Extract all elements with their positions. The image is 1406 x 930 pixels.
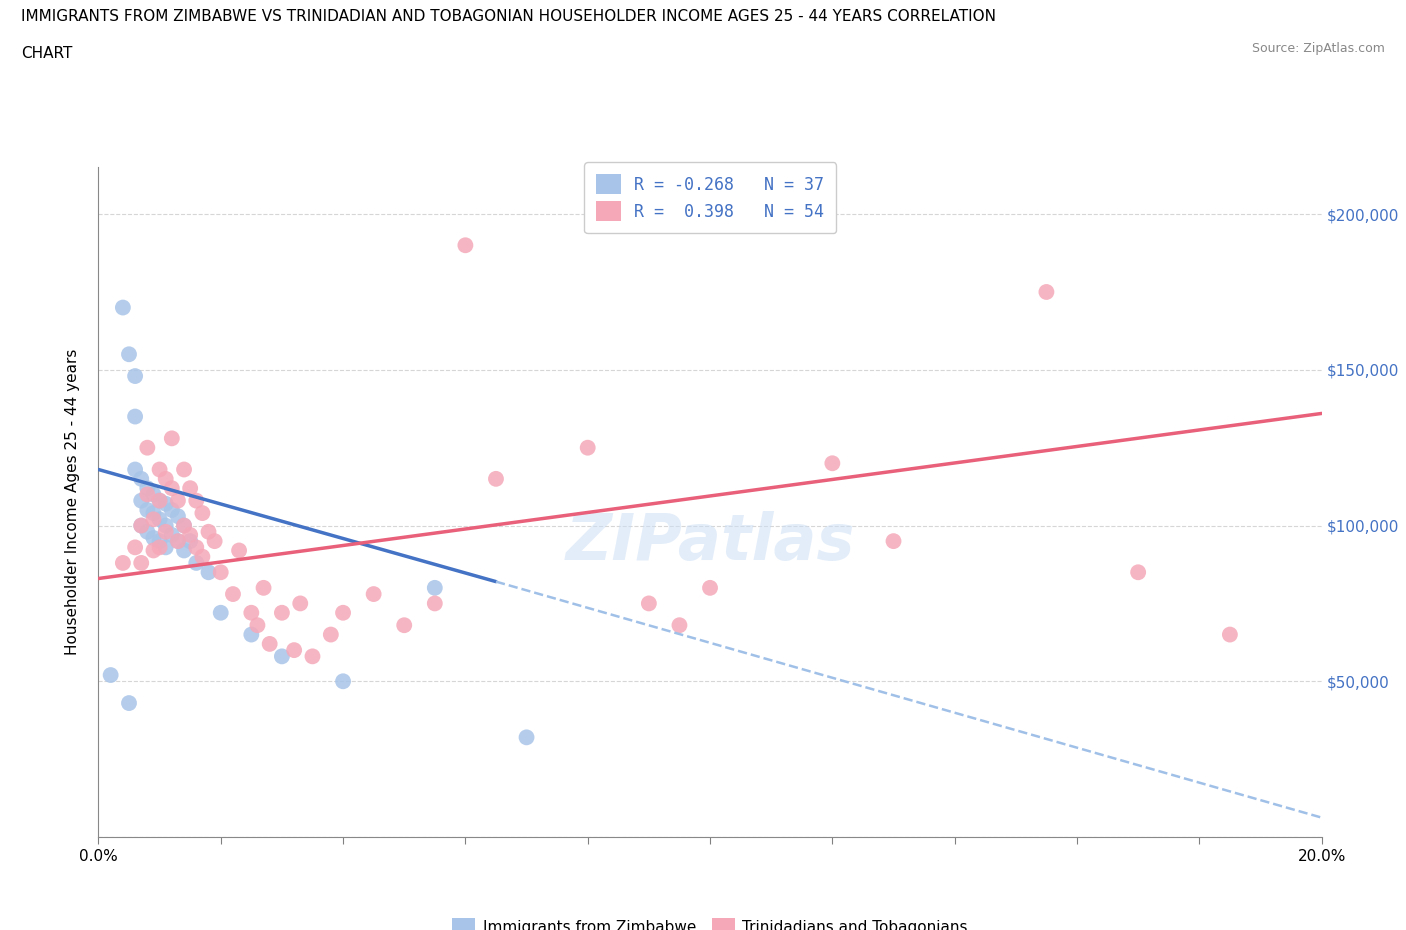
Point [129,555,152,570]
Point [160,502,183,517]
Point [222,587,245,602]
Point [392,618,416,632]
Point [179,534,201,549]
Point [142,531,165,546]
Point [136,481,159,496]
Point [142,487,165,502]
Point [821,456,844,471]
Point [197,525,219,539]
Point [186,555,208,570]
Text: CHART: CHART [21,46,73,61]
Point [167,534,190,549]
Point [240,627,263,642]
Point [111,300,134,315]
Point [129,493,152,508]
Point [209,565,232,579]
Point [124,368,146,383]
Point [637,596,661,611]
Point [136,502,159,517]
Point [270,605,292,620]
Point [155,497,177,512]
Point [246,618,269,632]
Point [149,540,172,555]
Point [209,605,232,620]
Point [149,493,172,508]
Point [197,565,219,579]
Point [259,636,281,651]
Point [173,518,195,533]
Point [1219,627,1241,642]
Point [142,512,165,526]
Point [423,596,446,611]
Point [155,540,177,555]
Point [186,493,208,508]
Point [332,674,354,689]
Point [240,605,263,620]
Point [155,518,177,533]
Point [363,587,385,602]
Point [124,462,146,477]
Point [270,649,292,664]
Point [136,487,159,502]
Point [283,643,305,658]
Y-axis label: Householder Income Ages 25 - 44 years: Householder Income Ages 25 - 44 years [65,349,80,656]
Point [204,534,226,549]
Point [1035,285,1057,299]
Point [160,431,183,445]
Point [699,580,721,595]
Point [167,534,190,549]
Point [191,506,214,521]
Point [191,550,214,565]
Point [252,580,274,595]
Point [118,347,141,362]
Point [142,543,165,558]
Point [576,440,599,455]
Point [149,493,172,508]
Point [149,534,172,549]
Point [124,540,146,555]
Point [142,506,165,521]
Point [173,543,195,558]
Point [124,409,146,424]
Point [136,525,159,539]
Point [883,534,905,549]
Point [1128,565,1150,579]
Point [160,527,183,542]
Point [186,540,208,555]
Point [100,668,122,683]
Point [301,649,323,664]
Point [454,238,477,253]
Text: Source: ZipAtlas.com: Source: ZipAtlas.com [1251,42,1385,55]
Point [155,525,177,539]
Point [129,518,152,533]
Legend: Immigrants from Zimbabwe, Trinidadians and Tobagonians: Immigrants from Zimbabwe, Trinidadians a… [446,911,974,930]
Point [485,472,508,486]
Text: ZIPatlas: ZIPatlas [565,512,855,574]
Point [423,580,446,595]
Point [179,481,201,496]
Point [136,440,159,455]
Point [332,605,354,620]
Point [167,509,190,524]
Point [319,627,342,642]
Point [516,730,538,745]
Point [173,518,195,533]
Point [149,512,172,526]
Point [179,527,201,542]
Point [167,493,190,508]
Text: IMMIGRANTS FROM ZIMBABWE VS TRINIDADIAN AND TOBAGONIAN HOUSEHOLDER INCOME AGES 2: IMMIGRANTS FROM ZIMBABWE VS TRINIDADIAN … [21,9,995,24]
Point [290,596,312,611]
Point [155,472,177,486]
Point [160,481,183,496]
Point [228,543,250,558]
Point [173,462,195,477]
Point [129,472,152,486]
Point [118,696,141,711]
Point [149,462,172,477]
Point [129,518,152,533]
Point [111,555,134,570]
Point [668,618,690,632]
